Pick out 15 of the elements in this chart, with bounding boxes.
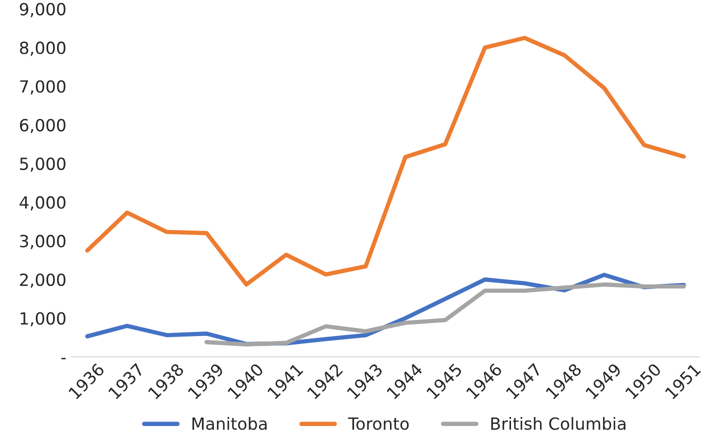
y-tick-label: 6,000 [20, 118, 66, 134]
y-tick-label: 1,000 [20, 312, 66, 326]
legend-label: Toronto [348, 418, 409, 430]
y-tick-label: 8,000 [20, 42, 66, 56]
line-series [85, 36, 686, 287]
y-tick-label: - [61, 358, 66, 360]
y-tick-label: 9,000 [20, 2, 66, 18]
y-tick-label: 5,000 [20, 157, 66, 172]
y-tick-label: 3,000 [20, 234, 66, 250]
y-tick-label: 4,000 [20, 196, 66, 210]
line-series [204, 282, 686, 347]
y-tick-label: 2,000 [20, 273, 66, 288]
legend-label: Manitoba [192, 417, 267, 430]
legend-label: British Columbia [491, 417, 626, 430]
y-tick-label: 7,000 [20, 80, 66, 94]
